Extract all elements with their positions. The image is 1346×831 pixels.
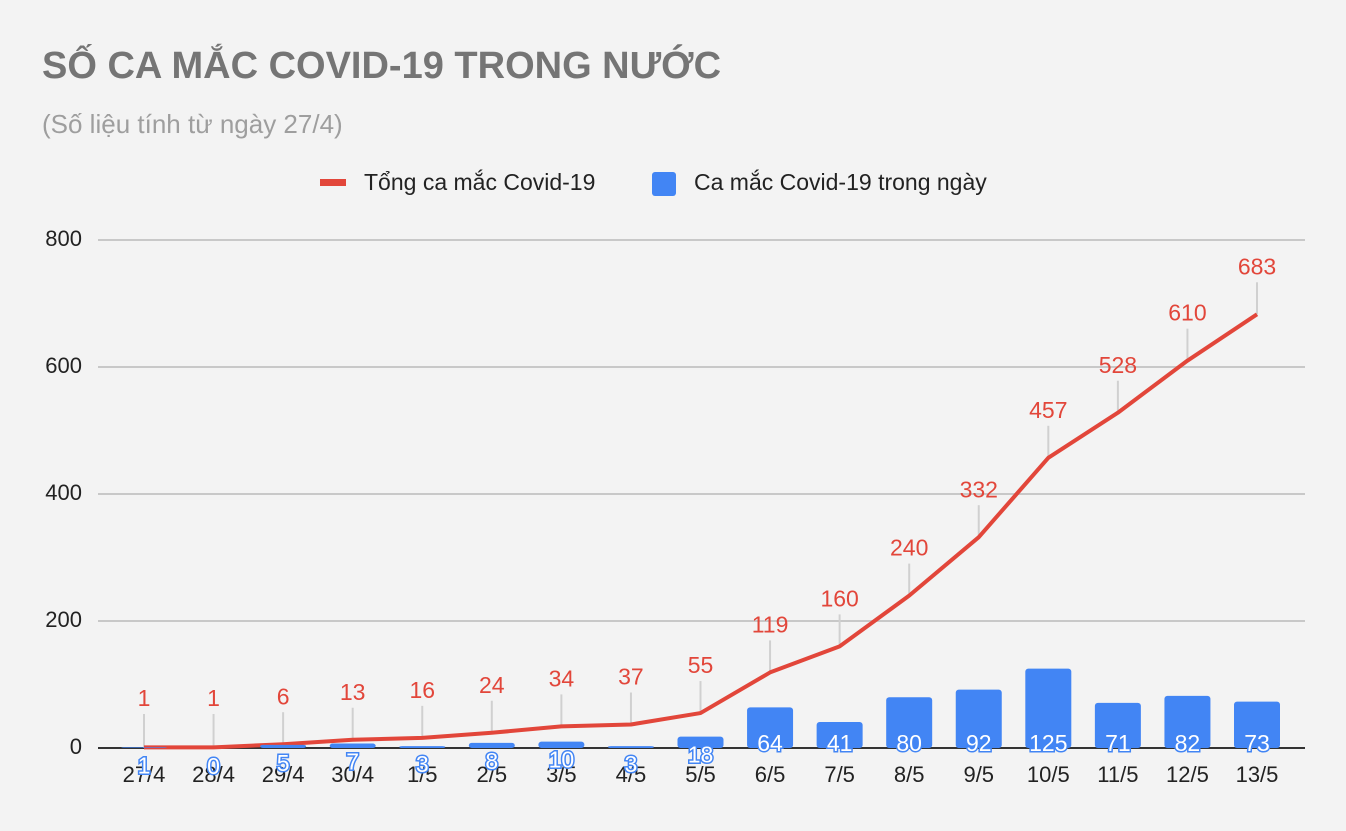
bar-value-label: 71 [1105, 730, 1131, 756]
line-value-label: 683 [1238, 253, 1276, 279]
line-value-label: 55 [688, 652, 714, 678]
line-value-label: 457 [1029, 397, 1067, 423]
bar-value-label: 80 [896, 730, 922, 756]
bar-value-label: 73 [1244, 730, 1270, 756]
bar [677, 736, 724, 748]
x-tick-label: 1/5 [407, 762, 438, 787]
x-tick-label: 30/4 [331, 762, 374, 787]
line-value-label: 1 [207, 685, 220, 711]
y-tick-label: 800 [45, 226, 82, 251]
line-value-label: 16 [409, 677, 435, 703]
x-tick-label: 4/5 [616, 762, 647, 787]
bar-value-label: 7 [346, 749, 359, 775]
line-value-label: 24 [479, 672, 505, 698]
bar-value-label: 125 [1029, 730, 1067, 756]
line-value-label: 528 [1099, 352, 1137, 378]
bar [538, 741, 585, 748]
line-value-label: 332 [960, 476, 998, 502]
y-tick-label: 200 [45, 607, 82, 632]
bar [886, 697, 933, 748]
bar-value-label: 1 [138, 752, 151, 778]
bar-value-label: 0 [207, 753, 220, 779]
bar-value-label: 64 [757, 730, 783, 756]
line [144, 312, 1259, 750]
line-value-label: 34 [549, 665, 575, 691]
line-value-label: 160 [820, 585, 858, 611]
bar-value-label: 82 [1175, 730, 1201, 756]
x-tick-label: 13/5 [1236, 762, 1279, 787]
bar-value-label: 18 [688, 742, 714, 768]
x-tick-label: 10/5 [1027, 762, 1070, 787]
x-tick-label: 28/4 [192, 762, 235, 787]
x-tick-label: 27/4 [123, 762, 166, 787]
x-tick-label: 2/5 [477, 762, 508, 787]
line-value-label: 13 [340, 679, 366, 705]
bar [816, 721, 863, 748]
x-tick-label: 5/5 [685, 762, 716, 787]
line-value-label: 6 [277, 683, 290, 709]
bar [121, 747, 167, 748]
x-tick-label: 11/5 [1097, 762, 1138, 787]
x-tick-label: 7/5 [824, 762, 855, 787]
x-tick-label: 6/5 [755, 762, 786, 787]
bar [260, 744, 307, 748]
x-tick-label: 3/5 [546, 762, 577, 787]
bar [747, 707, 794, 748]
x-tick-label: 29/4 [262, 762, 305, 787]
x-tick-label: 8/5 [894, 762, 925, 787]
bar [1094, 702, 1141, 748]
bar-value-label: 3 [625, 751, 638, 777]
bar [468, 742, 515, 748]
bar [607, 746, 654, 748]
bar [329, 743, 376, 748]
y-tick-label: 400 [45, 480, 82, 505]
line-value-label: 240 [890, 535, 928, 561]
x-tick-label: 12/5 [1166, 762, 1209, 787]
y-tick-label: 0 [70, 734, 82, 759]
bar [955, 689, 1002, 748]
chart-subtitle: (Số liệu tính từ ngày 27/4) [42, 109, 343, 139]
bar [399, 746, 446, 748]
legend-label: Tổng ca mắc Covid-19 [364, 169, 595, 195]
legend-swatch [320, 179, 346, 186]
bar [1164, 695, 1211, 748]
line-value-label: 1 [138, 685, 151, 711]
chart-title: SỐ CA MẮC COVID-19 TRONG NƯỚC [42, 42, 721, 87]
y-tick-label: 600 [45, 353, 82, 378]
bar-value-label: 10 [549, 747, 575, 773]
bar-value-label: 5 [277, 750, 290, 776]
bar [1025, 668, 1072, 748]
bar-value-label: 41 [827, 730, 853, 756]
legend-swatch [652, 172, 676, 196]
bar-value-label: 3 [416, 751, 429, 777]
x-tick-label: 9/5 [963, 762, 994, 787]
legend-label: Ca mắc Covid-19 trong ngày [694, 169, 987, 195]
line-value-label: 610 [1168, 300, 1206, 326]
bar-value-label: 8 [485, 748, 498, 774]
bar [1234, 701, 1280, 748]
bar-value-label: 92 [966, 730, 992, 756]
line-value-label: 37 [618, 664, 644, 690]
line-value-label: 119 [752, 612, 789, 638]
